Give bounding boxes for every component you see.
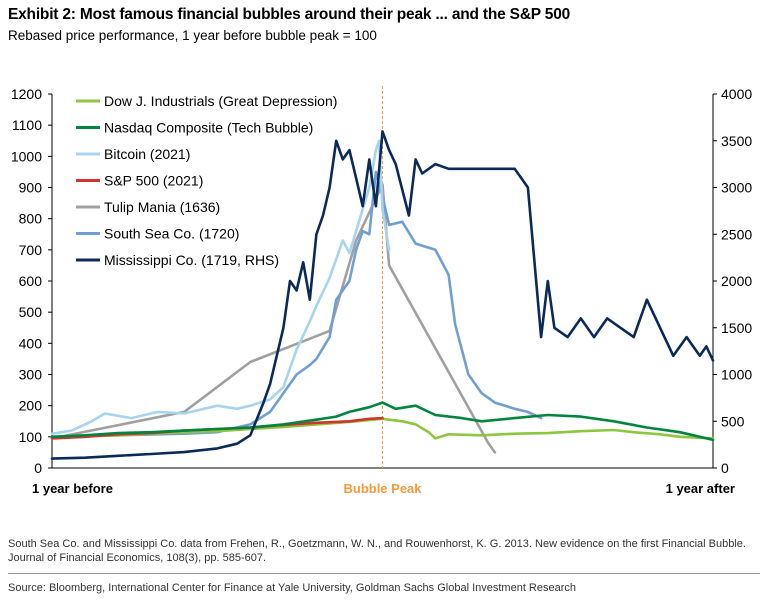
left-tick-label: 1200 bbox=[11, 86, 42, 102]
chart-series bbox=[50, 130, 715, 460]
left-tick-label: 0 bbox=[34, 460, 42, 476]
right-tick-label: 1500 bbox=[721, 320, 752, 336]
chart-axes: 0 100 200 300 400 500 600 700 800 900 1000 1100 1200… bbox=[11, 86, 752, 496]
chart-subtitle: Rebased price performance, 1 year before… bbox=[8, 28, 377, 43]
legend-label: Mississippi Co. (1719, RHS) bbox=[104, 252, 279, 268]
legend-label: Tulip Mania (1636) bbox=[104, 199, 220, 215]
footnote: South Sea Co. and Mississippi Co. data f… bbox=[8, 538, 746, 564]
right-tick-label: 3500 bbox=[721, 133, 752, 149]
left-tick-label: 1000 bbox=[11, 148, 42, 164]
series-line-nasdaq-composite-tech-bubble bbox=[50, 401, 715, 442]
right-tick-label: 1000 bbox=[721, 367, 752, 383]
divider bbox=[8, 573, 760, 574]
left-tick-label: 600 bbox=[19, 273, 43, 289]
left-tick-label: 700 bbox=[19, 242, 43, 258]
right-tick-label: 500 bbox=[721, 413, 745, 429]
legend-label: S&P 500 (2021) bbox=[104, 173, 203, 189]
chart-title: Exhibit 2: Most famous financial bubbles… bbox=[8, 6, 571, 23]
right-tick-label: 2500 bbox=[721, 226, 752, 242]
left-tick-label: 800 bbox=[19, 211, 43, 227]
right-tick-label: 4000 bbox=[721, 86, 752, 102]
left-tick-label: 500 bbox=[19, 304, 43, 320]
left-tick-label: 200 bbox=[19, 398, 43, 414]
x-label-start: 1 year before bbox=[32, 481, 113, 496]
left-tick-label: 1100 bbox=[12, 117, 42, 133]
legend-label: South Sea Co. (1720) bbox=[104, 226, 239, 242]
left-tick-label: 900 bbox=[19, 180, 43, 196]
legend-label: Bitcoin (2021) bbox=[104, 146, 190, 162]
legend-label: Dow J. Industrials (Great Depression) bbox=[104, 93, 337, 109]
legend-label: Nasdaq Composite (Tech Bubble) bbox=[104, 120, 313, 136]
right-tick-label: 0 bbox=[721, 460, 729, 476]
series-line-dow-j-industrials-great-depression bbox=[50, 417, 715, 440]
x-label-peak: Bubble Peak bbox=[343, 481, 422, 496]
chart-legend: Dow J. Industrials (Great Depression) Nas… bbox=[76, 93, 337, 268]
source-note: Source: Bloomberg, International Center … bbox=[8, 582, 577, 594]
chart-svg: 0 100 200 300 400 500 600 700 800 900 1000 1100 1200… bbox=[11, 86, 752, 496]
right-tick-label: 2000 bbox=[721, 273, 752, 289]
series-line-tulip-mania-1636 bbox=[50, 183, 497, 454]
left-tick-label: 300 bbox=[19, 367, 43, 383]
series-line-mississippi-co-1719-rhs bbox=[50, 130, 715, 460]
left-tick-label: 400 bbox=[19, 335, 43, 351]
right-tick-label: 3000 bbox=[721, 180, 752, 196]
series-line-south-sea-co-1720 bbox=[50, 170, 543, 439]
x-label-end: 1 year after bbox=[666, 481, 735, 496]
left-tick-label: 100 bbox=[19, 429, 43, 445]
series-line-bitcoin-2021 bbox=[50, 139, 391, 435]
